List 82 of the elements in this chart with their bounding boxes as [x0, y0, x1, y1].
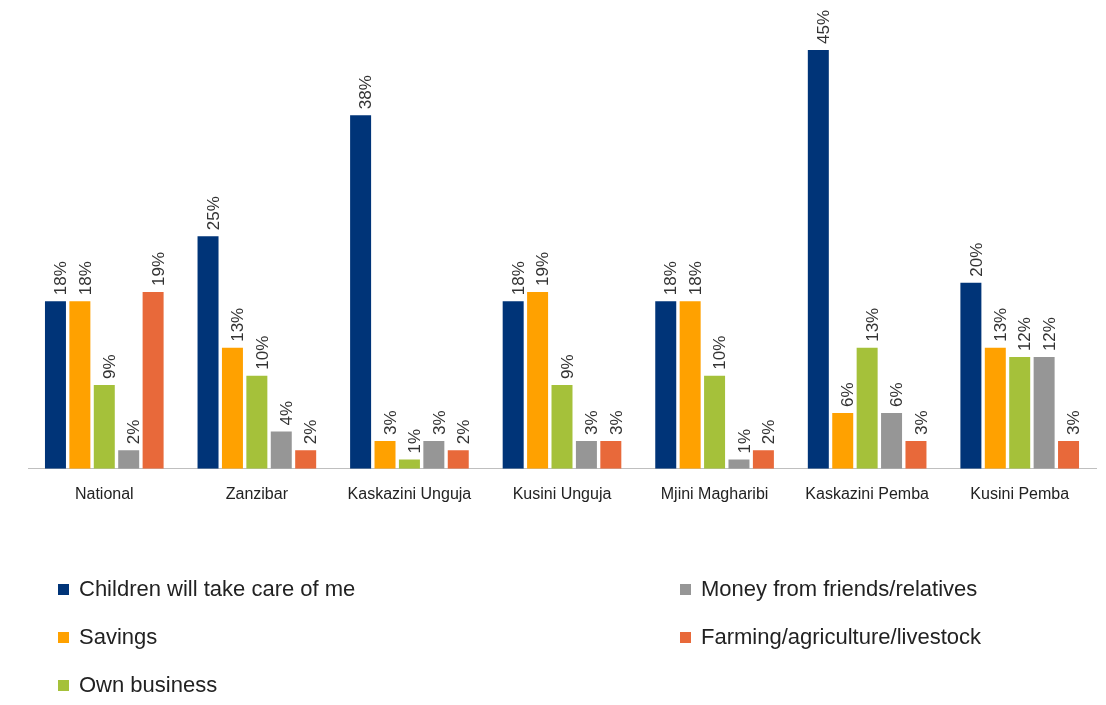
data-label: 18%: [685, 261, 705, 296]
x-tick-label: National: [74, 484, 134, 502]
data-label: 10%: [252, 335, 272, 370]
data-label: 4%: [276, 401, 296, 426]
legend-label: Children will take care of me: [79, 576, 356, 602]
data-label: 13%: [228, 307, 248, 342]
bar: [118, 450, 140, 469]
data-label: 38%: [356, 75, 376, 110]
data-label: 20%: [966, 242, 986, 277]
x-tick-label: Kusini Unguja: [512, 484, 612, 502]
legend-label: Savings: [79, 624, 158, 650]
bar: [1009, 357, 1031, 469]
data-label: 6%: [838, 382, 858, 407]
bar: [752, 450, 774, 469]
bar: [1033, 357, 1055, 469]
data-label: 18%: [661, 261, 681, 296]
bar: [832, 412, 854, 469]
data-label: 3%: [606, 410, 626, 435]
bar: [93, 385, 115, 469]
x-tick-label: Kaskazini Pemba: [805, 484, 930, 502]
bar: [221, 347, 243, 469]
bar: [551, 385, 573, 469]
bar: [679, 301, 701, 469]
bar: [398, 459, 420, 469]
legend-label: Money from friends/relatives: [701, 576, 978, 602]
data-label: 2%: [759, 419, 779, 445]
x-tick-label: Kaskazini Unguja: [347, 484, 472, 502]
bar: [881, 412, 903, 469]
bar: [960, 282, 982, 469]
bar: [197, 236, 219, 469]
bar: [527, 291, 549, 469]
x-tick-label: Kusini Pemba: [970, 484, 1070, 502]
data-label: 2%: [124, 419, 144, 445]
bar: [270, 431, 292, 469]
legend-label: Own business: [79, 672, 218, 698]
bar: [295, 450, 317, 469]
data-label: 13%: [862, 307, 882, 342]
bar: [704, 375, 726, 469]
data-label: 9%: [557, 354, 577, 380]
bar: [807, 50, 829, 469]
bar: [350, 115, 372, 469]
x-tick-label: Zanzibar: [225, 484, 289, 502]
data-label: 18%: [508, 261, 528, 296]
data-label: 2%: [301, 419, 321, 445]
bar: [423, 440, 445, 469]
data-label: 18%: [51, 261, 71, 296]
data-label: 1%: [734, 428, 754, 454]
data-label: 3%: [1064, 410, 1084, 435]
data-label: 9%: [99, 354, 119, 380]
data-label: 10%: [710, 335, 730, 370]
bar: [69, 301, 91, 469]
data-label: 12%: [1015, 317, 1035, 352]
data-label: 3%: [582, 410, 602, 435]
legend-label: Farming/agriculture/livestock: [701, 624, 981, 650]
data-label: 45%: [814, 9, 834, 44]
bar: [600, 440, 622, 469]
bar: [142, 291, 164, 469]
bar: [447, 450, 469, 469]
x-tick-label: Mjini Magharibi: [660, 484, 769, 502]
data-label: 19%: [148, 251, 168, 286]
bar: [246, 375, 268, 469]
bar: [856, 347, 878, 469]
data-label: 1%: [405, 428, 425, 454]
data-label: 6%: [887, 382, 907, 407]
bar: [44, 301, 66, 469]
data-label: 3%: [911, 410, 931, 435]
bar: [905, 440, 927, 469]
data-label: 2%: [453, 419, 473, 445]
data-label: 18%: [75, 261, 95, 296]
bar: [1058, 440, 1080, 469]
bar: [575, 440, 597, 469]
data-label: 13%: [990, 307, 1010, 342]
bar: [728, 459, 750, 469]
bar: [984, 347, 1006, 469]
data-label: 3%: [380, 410, 400, 435]
bar: [655, 301, 677, 469]
data-label: 12%: [1039, 317, 1059, 352]
bar: [502, 301, 524, 469]
data-label: 19%: [533, 251, 553, 286]
data-label: 25%: [203, 196, 223, 231]
bar: [374, 440, 396, 469]
data-label: 3%: [429, 410, 449, 435]
